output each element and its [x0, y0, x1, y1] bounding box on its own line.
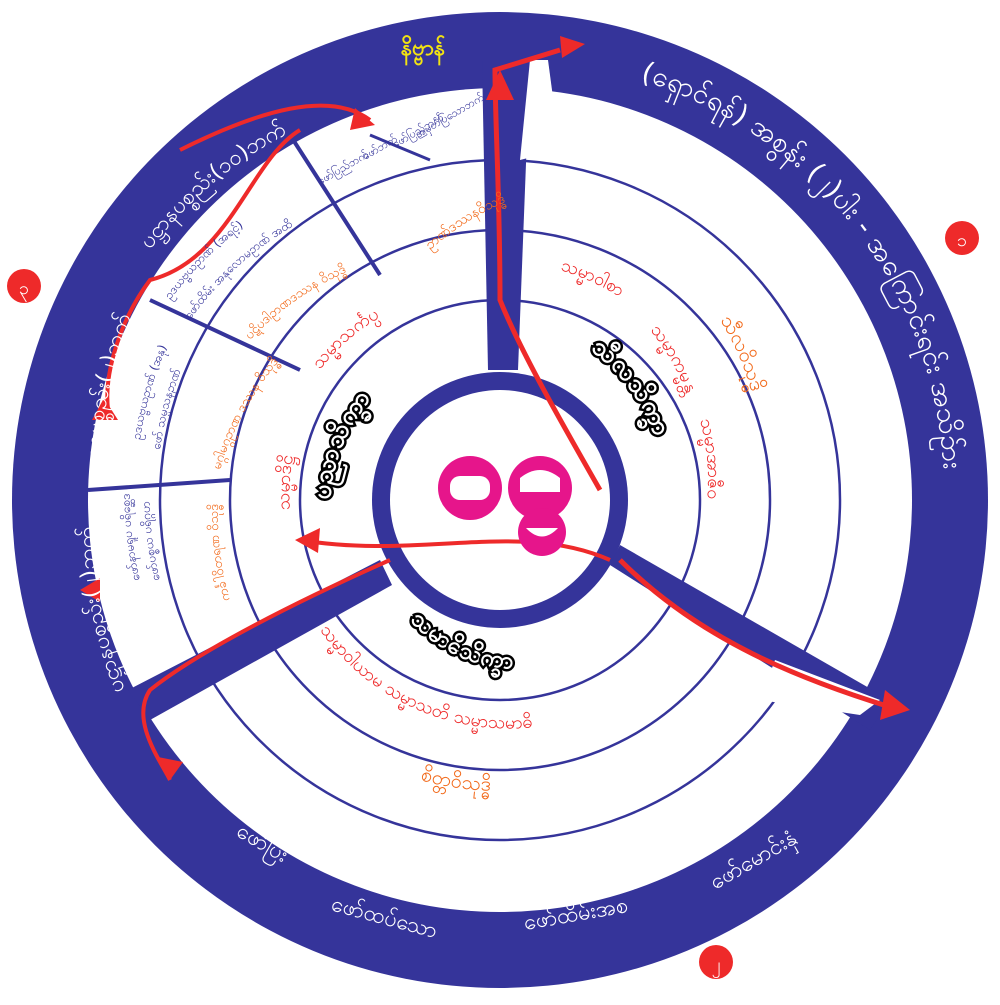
divider-c [149, 298, 301, 372]
marker-two: ၂ [699, 945, 733, 979]
spoke-top [482, 60, 530, 370]
svg-text:၂: ၂ [712, 954, 721, 978]
notch-top-right [520, 60, 560, 160]
svg-text:၃: ၃ [19, 278, 29, 302]
center-symbol [438, 456, 572, 556]
arrowhead-left-mid [295, 528, 320, 553]
divider-d [87, 478, 231, 492]
divider-a [288, 133, 382, 277]
arrowhead-far-left [80, 578, 100, 602]
red-path-upper-left [105, 128, 302, 421]
arrowhead-bottom-left [158, 757, 183, 780]
nibbana-tag: နိဗ္ဗာန် [401, 34, 446, 66]
marker-one: ၁ [945, 221, 979, 255]
red-path-top [492, 47, 603, 492]
hub-center [390, 390, 610, 610]
arrowhead-top [350, 108, 375, 130]
arrowhead-up [486, 70, 514, 100]
arrowhead-right [880, 690, 910, 720]
red-path-left [141, 558, 391, 781]
arrowhead-left [92, 398, 118, 420]
arrowhead-top-right [560, 36, 585, 58]
notch-right [760, 660, 880, 715]
red-path-middle [299, 538, 611, 562]
spoke-left [128, 560, 392, 720]
marker-three: ၃ [7, 269, 41, 303]
svg-text:၁: ၁ [957, 230, 967, 251]
divider-b [369, 133, 431, 162]
red-path-right [618, 558, 901, 713]
red-path-top-left [179, 103, 372, 152]
